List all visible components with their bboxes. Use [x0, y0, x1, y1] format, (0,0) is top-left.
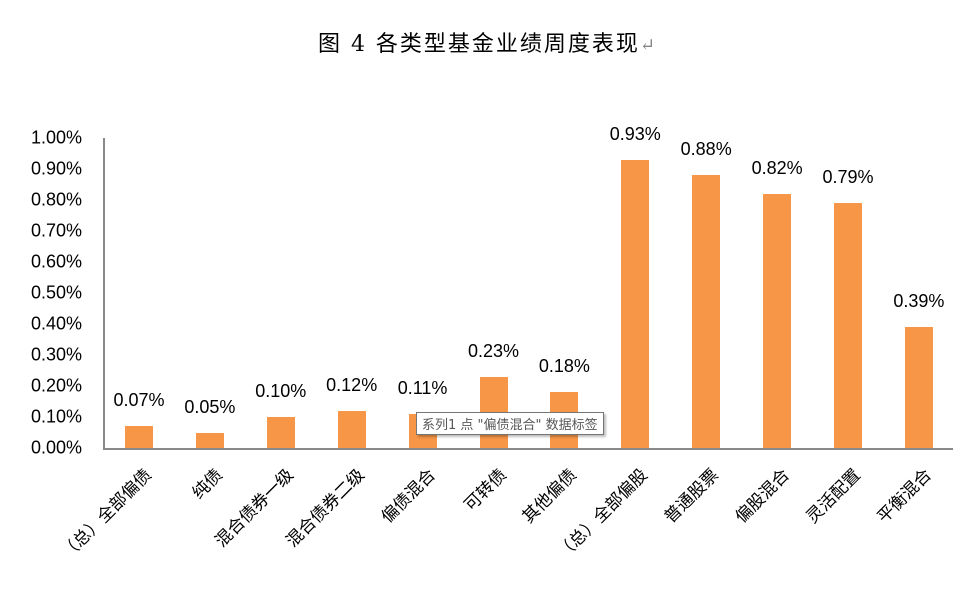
- bar[interactable]: [692, 175, 721, 448]
- data-label[interactable]: 0.23%: [467, 340, 520, 361]
- x-category-label: 纯债: [188, 465, 227, 504]
- data-label[interactable]: 0.93%: [609, 123, 661, 144]
- x-category-label: （总）全部偏债: [57, 465, 156, 564]
- x-category-label: 普通股票: [660, 465, 724, 528]
- x-category-label: 灵活配置: [802, 465, 865, 528]
- y-tick-label: 0.80%: [30, 189, 82, 210]
- data-label[interactable]: 0.39%: [893, 291, 945, 312]
- return-mark-icon: ↵: [639, 35, 658, 56]
- bar[interactable]: [125, 426, 153, 448]
- x-category-label: 偏债混合: [377, 465, 440, 528]
- data-label[interactable]: 0.07%: [113, 390, 165, 411]
- y-tick-label: 0.10%: [30, 406, 82, 427]
- chart-title-text: 图 4 各类型基金业绩周度表现: [317, 32, 640, 57]
- data-label[interactable]: 0.12%: [326, 374, 378, 395]
- data-label[interactable]: 0.10%: [255, 381, 307, 401]
- chart-title: 图 4 各类型基金业绩周度表现↵: [0, 26, 975, 58]
- data-label[interactable]: 0.18%: [538, 356, 590, 377]
- y-tick-label: 1.00%: [30, 127, 82, 148]
- bar[interactable]: [834, 203, 862, 448]
- y-tick-label: 0.20%: [30, 375, 82, 396]
- y-tick-label: 0.60%: [30, 251, 82, 272]
- y-tick-label: 0.30%: [30, 344, 82, 365]
- bar[interactable]: [337, 410, 366, 448]
- bar[interactable]: [195, 432, 224, 448]
- data-label[interactable]: 0.05%: [184, 396, 236, 417]
- y-tick-label: 0.90%: [30, 158, 82, 179]
- x-axis-line: [103, 448, 953, 450]
- x-category-label: 平衡混合: [873, 465, 936, 528]
- bar[interactable]: [904, 327, 933, 448]
- y-tick-label: 0.40%: [30, 313, 82, 334]
- y-tick-label: 0.50%: [30, 282, 82, 303]
- x-category-label: 偏股混合: [731, 465, 794, 528]
- x-category-label: 可转债: [460, 465, 511, 516]
- y-tick-label: 0.00%: [30, 437, 82, 458]
- y-tick-label: 0.70%: [30, 220, 82, 241]
- data-label-tooltip: 系列1 点 "偏债混合" 数据标签: [416, 412, 604, 435]
- bar[interactable]: [763, 193, 792, 448]
- data-label[interactable]: 0.79%: [822, 167, 874, 188]
- bar[interactable]: [266, 417, 295, 448]
- x-category-label: 其他偏债: [519, 465, 582, 528]
- data-label[interactable]: 0.88%: [680, 139, 732, 160]
- data-label[interactable]: 0.82%: [751, 157, 803, 178]
- y-axis-line: [103, 138, 105, 450]
- data-label[interactable]: 0.11%: [397, 377, 448, 398]
- bar[interactable]: [621, 159, 650, 448]
